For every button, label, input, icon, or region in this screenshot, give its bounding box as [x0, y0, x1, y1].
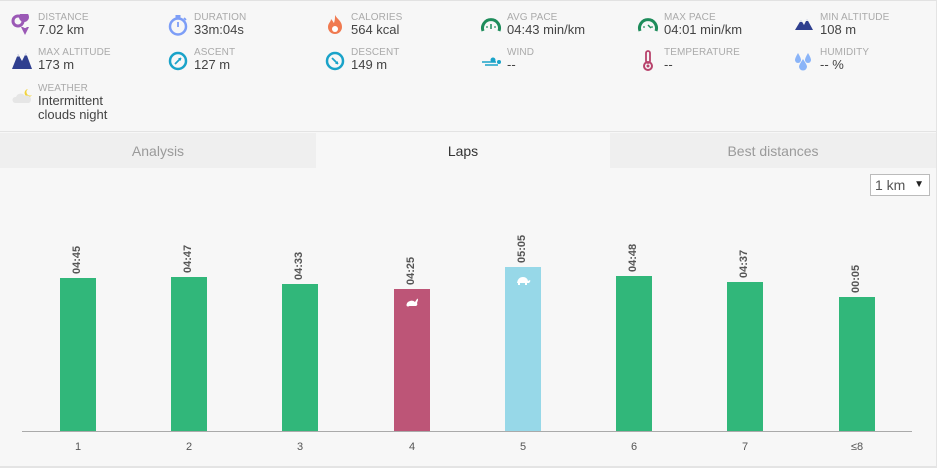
droplets-icon [792, 49, 816, 71]
lap-distance-select[interactable]: 1 km ▼ [870, 174, 930, 196]
stat-temperature: Temperature -- [636, 47, 786, 79]
stat-label: Distance [38, 12, 89, 23]
chevron-down-icon: ▼ [914, 179, 924, 190]
tab-bar: Analysis Laps Best distances [0, 133, 936, 168]
stat-max-pace: Max pace 04:01 min/km [636, 12, 786, 44]
lap-time-label: 04:48 [627, 243, 639, 272]
stat-wind: Wind -- [479, 47, 629, 79]
tab-best-distances[interactable]: Best distances [610, 133, 936, 168]
stat-weather: Weather Intermittent clouds night [10, 83, 160, 123]
thermometer-icon [636, 49, 660, 71]
stat-label: Calories [351, 12, 403, 23]
lap-bar-8[interactable] [839, 297, 875, 431]
x-axis-tick-label: 7 [741, 441, 749, 453]
x-axis-tick-label: 6 [630, 441, 638, 453]
lap-time-label: 04:45 [71, 245, 83, 274]
stat-max-altitude: Max altitude 173 m [10, 47, 160, 79]
x-axis-tick-label: 5 [519, 441, 527, 453]
stat-ascent: Ascent 127 m [166, 47, 316, 79]
lap-bar-4[interactable] [394, 289, 430, 431]
x-axis-tick-label: 2 [185, 441, 193, 453]
stat-avg-pace: Avg pace 04:43 min/km [479, 12, 629, 44]
stat-label: Max altitude [38, 47, 111, 58]
cloud-moon-icon [10, 86, 34, 108]
stat-duration: Duration 33m:04s [166, 12, 316, 44]
stat-label: Descent [351, 47, 400, 58]
lap-time-label: 04:33 [293, 251, 305, 280]
stat-label: Max pace [664, 12, 716, 23]
rabbit-icon [404, 295, 420, 307]
speedometer-icon [636, 14, 660, 36]
lap-bar-3[interactable] [282, 284, 318, 431]
stat-value: 127 m [194, 57, 231, 72]
speedometer-icon [479, 14, 503, 36]
stat-value: 564 kcal [351, 22, 400, 37]
tab-analysis[interactable]: Analysis [0, 133, 316, 168]
stat-label: Min altitude [820, 12, 890, 23]
x-axis-line [22, 431, 912, 432]
stat-value-line-2: clouds night [38, 107, 108, 122]
stat-distance: Distance 7.02 km [10, 12, 160, 44]
stat-humidity: Humidity -- % [792, 47, 937, 79]
map-pins-icon [10, 14, 34, 36]
lap-bar-6[interactable] [616, 276, 652, 431]
ascent-compass-icon [166, 49, 190, 71]
stat-value: 108 m [820, 22, 857, 37]
x-axis-tick-label: 4 [408, 441, 416, 453]
stat-value: -- [507, 57, 516, 72]
stat-label: Wind [507, 47, 535, 58]
x-axis-tick-label: ≤8 [850, 441, 864, 453]
stat-value: 7.02 km [38, 22, 85, 37]
lap-bar-7[interactable] [727, 282, 763, 431]
stat-label: Temperature [664, 47, 740, 58]
lap-bar-1[interactable] [60, 278, 96, 431]
stat-value-line-1: Intermittent [38, 93, 104, 108]
stat-calories: Calories 564 kcal [323, 12, 473, 44]
lap-time-label: 05:05 [516, 234, 528, 263]
lap-bar-5[interactable] [505, 267, 541, 431]
stat-value: -- % [820, 57, 844, 72]
lap-time-label: 04:25 [405, 256, 417, 285]
lap-time-label: 04:37 [738, 249, 750, 278]
x-axis-tick-label: 3 [296, 441, 304, 453]
flame-icon [323, 14, 347, 36]
stat-min-altitude: Min altitude 108 m [792, 12, 937, 44]
laps-bar-chart: 04:45 1 04:47 2 04:33 3 04:25 4 05:05 5 04:48 6 04:3… [22, 201, 912, 461]
stat-label: Ascent [194, 47, 236, 58]
stat-value: 04:43 min/km [507, 22, 586, 37]
mountain-icon [792, 14, 816, 36]
descent-compass-icon [323, 49, 347, 71]
stat-value: 173 m [38, 57, 75, 72]
stopwatch-icon [166, 14, 190, 36]
stat-label: Humidity [820, 47, 870, 58]
stat-value: 149 m [351, 57, 388, 72]
stat-label: Avg pace [507, 12, 558, 23]
mountain-icon [10, 49, 34, 71]
wind-icon [479, 49, 503, 71]
stat-label: Weather [38, 83, 88, 94]
tab-laps[interactable]: Laps [316, 133, 610, 168]
stat-value: -- [664, 57, 673, 72]
lap-time-label: 00:05 [850, 264, 862, 293]
activity-stats: Distance 7.02 km Duration 33m:04s Calori… [0, 1, 936, 132]
lap-time-label: 04:47 [182, 244, 194, 273]
turtle-icon [515, 273, 531, 285]
stat-label: Duration [194, 12, 247, 23]
stat-value: 33m:04s [194, 22, 244, 37]
lap-distance-value: 1 km [875, 177, 906, 193]
lap-bar-2[interactable] [171, 277, 207, 431]
stat-value: 04:01 min/km [664, 22, 743, 37]
x-axis-tick-label: 1 [74, 441, 82, 453]
stat-descent: Descent 149 m [323, 47, 473, 79]
